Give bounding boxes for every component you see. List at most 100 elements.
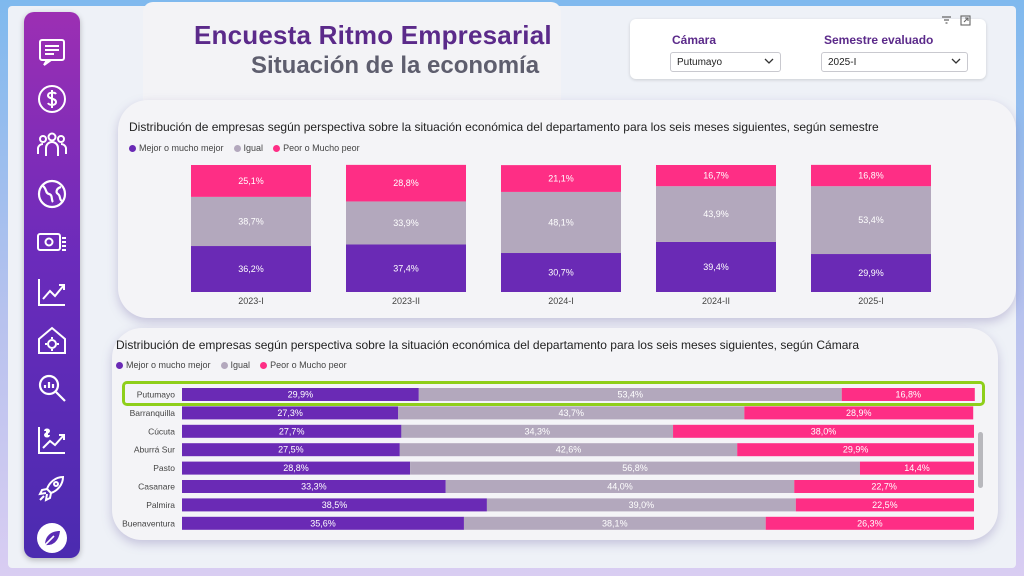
data-label: 34,3%: [524, 426, 550, 436]
growth-icon[interactable]: [32, 422, 72, 458]
bar-igual-2024-I[interactable]: [501, 191, 621, 254]
bar-peor-Cúcuta[interactable]: [673, 424, 974, 438]
x-tick-label: 2023-II: [392, 296, 420, 306]
bar-peor-2023-I[interactable]: [191, 165, 311, 197]
data-label: 16,8%: [858, 171, 884, 181]
survey-icon[interactable]: [32, 34, 72, 70]
y-tick-label: Barranquilla: [130, 408, 176, 418]
bar-peor-Barranquilla[interactable]: [744, 406, 974, 420]
semester-chart-legend: Mejor o mucho mejor Igual Peor o Mucho p…: [129, 143, 364, 153]
bar-igual-2024-II[interactable]: [656, 186, 776, 242]
bar-mejor-Cúcuta[interactable]: [182, 424, 402, 438]
bar-igual-Aburrá Sur[interactable]: [399, 443, 738, 457]
data-label: 42,6%: [556, 445, 582, 455]
bar-igual-Buenaventura[interactable]: [463, 516, 766, 530]
bar-mejor-Casanare[interactable]: [182, 480, 446, 493]
data-label: 22,5%: [872, 500, 898, 510]
data-label: 16,8%: [895, 390, 921, 400]
search-chart-icon[interactable]: [32, 370, 72, 406]
y-tick-label: Casanare: [138, 482, 175, 492]
legend-label: Igual: [230, 360, 251, 370]
bar-igual-Barranquilla[interactable]: [398, 406, 745, 420]
data-label: 43,9%: [703, 209, 729, 219]
bar-igual-Cúcuta[interactable]: [401, 424, 674, 438]
legend-label: Mejor o mucho mejor: [139, 143, 224, 153]
data-label: 35,6%: [310, 518, 336, 528]
data-label: 29,9%: [288, 390, 314, 400]
bar-mejor-Pasto[interactable]: [182, 461, 411, 475]
camara-dropdown[interactable]: Putumayo: [670, 52, 781, 72]
bar-igual-2025-I[interactable]: [811, 186, 931, 255]
data-label: 21,1%: [548, 174, 574, 184]
data-label: 25,1%: [238, 176, 264, 186]
bar-peor-Pasto[interactable]: [859, 461, 974, 475]
bar-igual-Palmira[interactable]: [486, 498, 796, 512]
trend-chart-icon[interactable]: [32, 274, 72, 310]
bar-mejor-Aburrá Sur[interactable]: [182, 443, 400, 457]
chart-scrollbar[interactable]: [978, 432, 983, 488]
data-label: 56,8%: [622, 463, 648, 473]
x-tick-label: 2024-II: [702, 296, 730, 306]
bar-mejor-2024-II[interactable]: [656, 241, 776, 292]
bar-mejor-Barranquilla[interactable]: [182, 406, 399, 420]
legend-dot: [273, 144, 281, 152]
camara-chart-legend: Mejor o mucho mejor Igual Peor o Mucho p…: [116, 360, 351, 370]
bar-peor-2024-I[interactable]: [501, 165, 621, 192]
semestre-dropdown[interactable]: 2025-I: [821, 52, 968, 72]
y-tick-label: Aburrá Sur: [134, 445, 175, 455]
bar-peor-Putumayo[interactable]: [841, 388, 975, 401]
bar-igual-Casanare[interactable]: [445, 480, 795, 493]
legend-item-mejor[interactable]: Mejor o mucho mejor: [116, 360, 211, 370]
y-tick-label: Cúcuta: [148, 426, 175, 436]
people-icon[interactable]: [32, 127, 72, 163]
legend-item-igual[interactable]: Igual: [233, 143, 263, 153]
bar-mejor-2023-II[interactable]: [346, 244, 466, 292]
leaf-icon[interactable]: [32, 520, 72, 556]
bar-peor-Casanare[interactable]: [794, 480, 974, 493]
rocket-icon[interactable]: [32, 470, 72, 506]
filter-icon[interactable]: [941, 13, 952, 24]
dollar-icon[interactable]: [32, 81, 72, 117]
money-icon[interactable]: [32, 225, 72, 261]
camara-dropdown-value: Putumayo: [677, 57, 723, 68]
focus-mode-icon[interactable]: [960, 13, 971, 26]
chevron-down-icon: [764, 58, 774, 64]
bar-peor-Buenaventura[interactable]: [765, 516, 974, 530]
legend-item-mejor[interactable]: Mejor o mucho mejor: [129, 143, 224, 153]
bar-igual-Pasto[interactable]: [410, 461, 860, 475]
title-card: [143, 2, 561, 112]
camara-filter-label: Cámara: [672, 33, 717, 47]
data-label: 28,8%: [393, 178, 419, 188]
data-label: 38,7%: [238, 216, 264, 226]
legend-item-peor[interactable]: Peor o Mucho peor: [260, 360, 347, 370]
bar-igual-Putumayo[interactable]: [418, 388, 842, 401]
legend-item-peor[interactable]: Peor o Mucho peor: [273, 143, 360, 153]
bar-peor-2023-II[interactable]: [346, 164, 466, 202]
bar-mejor-2025-I[interactable]: [811, 254, 931, 292]
bar-igual-2023-I[interactable]: [191, 196, 311, 247]
bar-peor-2025-I[interactable]: [811, 164, 931, 187]
bar-peor-2024-II[interactable]: [656, 165, 776, 187]
bar-mejor-Buenaventura[interactable]: [182, 516, 464, 530]
bar-mejor-Putumayo[interactable]: [182, 388, 419, 401]
bar-mejor-2024-I[interactable]: [501, 253, 621, 292]
data-label: 14,4%: [904, 463, 930, 473]
data-label: 26,3%: [857, 518, 883, 528]
data-label: 53,4%: [618, 390, 644, 400]
x-tick-label: 2024-I: [548, 296, 574, 306]
bar-mejor-Palmira[interactable]: [182, 498, 487, 512]
bar-peor-Palmira[interactable]: [795, 498, 974, 512]
visual-toolbar: [941, 13, 971, 26]
globe-icon[interactable]: [32, 176, 72, 212]
bar-igual-2023-II[interactable]: [346, 201, 466, 245]
semestre-dropdown-value: 2025-I: [828, 57, 857, 68]
bar-peor-Aburrá Sur[interactable]: [737, 443, 974, 457]
data-label: 27,7%: [279, 426, 305, 436]
data-label: 28,9%: [846, 408, 872, 418]
legend-item-igual[interactable]: Igual: [220, 360, 251, 370]
data-label: 39,4%: [703, 262, 729, 272]
house-gear-icon[interactable]: [32, 322, 72, 358]
bar-mejor-2023-I[interactable]: [191, 246, 311, 292]
